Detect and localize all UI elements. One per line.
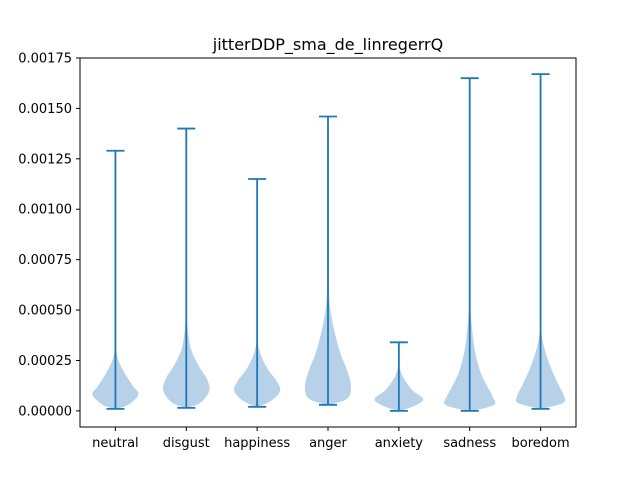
x-tick-label-anxiety: anxiety [375, 436, 424, 451]
y-tick-label: 0.00100 [18, 203, 72, 218]
y-tick-label: 0.00150 [18, 102, 72, 117]
y-tick-label: 0.00125 [18, 152, 72, 167]
y-tick-label: 0.00025 [18, 354, 72, 369]
y-tick-label: 0.00000 [18, 404, 72, 419]
y-axis: 0.00000 0.00025 0.00050 0.00075 0.00100 0.001… [18, 52, 80, 419]
chart-title: jitterDDP_sma_de_linregerrQ [212, 35, 443, 55]
x-tick-label-neutral: neutral [92, 436, 139, 451]
x-tick-label-sadness: sadness [443, 436, 496, 451]
y-tick-label: 0.00050 [18, 304, 72, 319]
x-tick-label-happiness: happiness [224, 436, 290, 451]
x-axis: neutral disgust happiness anger anxiety sadne… [92, 427, 570, 451]
y-tick-label: 0.00175 [18, 52, 72, 67]
x-tick-label-boredom: boredom [512, 436, 570, 451]
violin-layer [92, 73, 566, 412]
plot-frame [79, 57, 577, 428]
y-tick-label: 0.00075 [18, 253, 72, 268]
x-tick-label-disgust: disgust [163, 436, 210, 451]
x-tick-label-anger: anger [309, 436, 347, 451]
